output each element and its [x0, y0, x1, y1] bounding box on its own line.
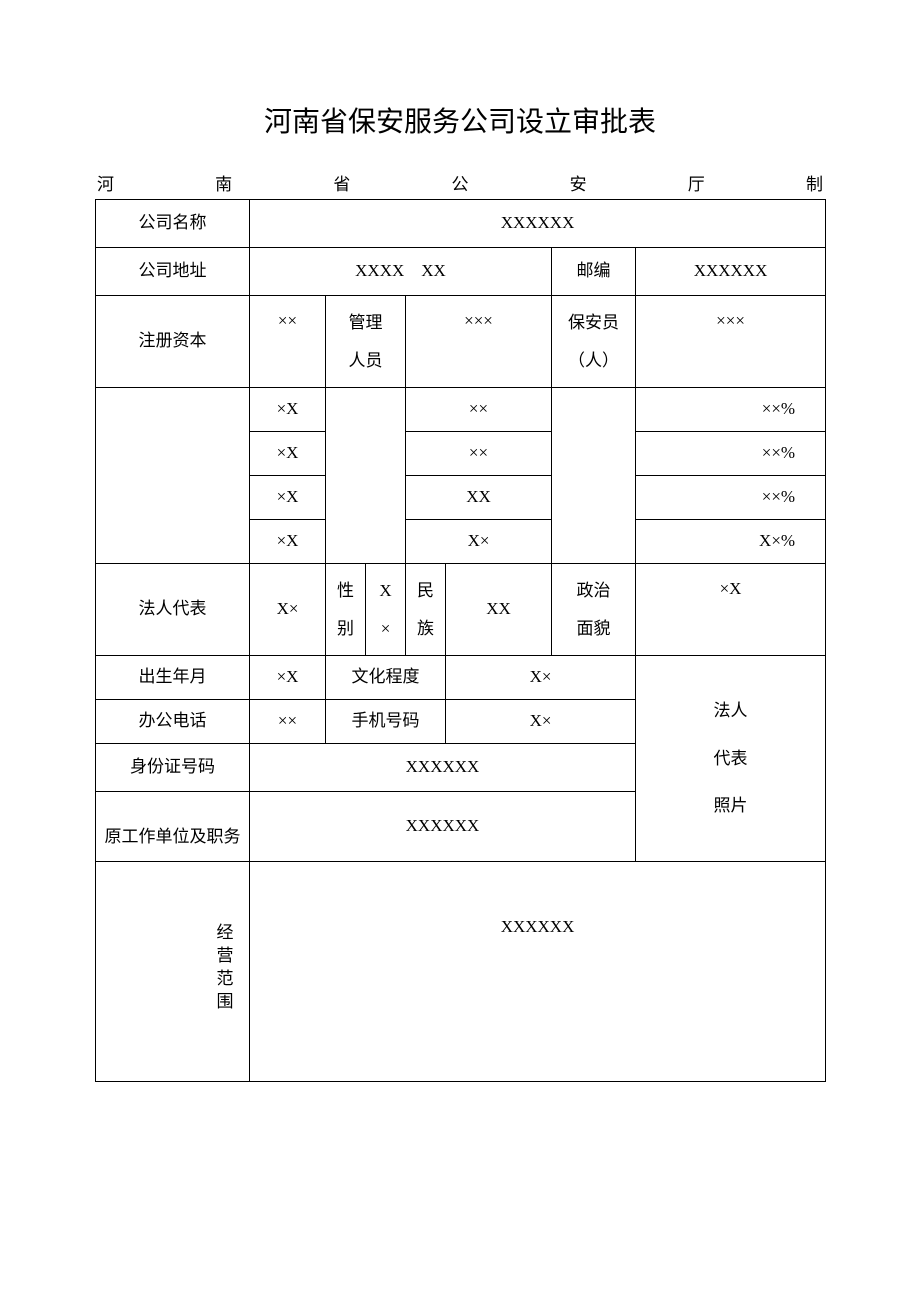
label-detail-blank — [96, 388, 250, 564]
label-legal-rep: 法人代表 — [96, 564, 250, 656]
label-registered-capital: 注册资本 — [96, 296, 250, 388]
detail-c3: ××% — [636, 432, 826, 476]
detail-c3: ××% — [636, 476, 826, 520]
approval-form-table: 公司名称 XXXXXX 公司地址 XXXX XX 邮编 XXXXXX 注册资本 … — [95, 199, 826, 1082]
value-mobile: X× — [446, 700, 636, 744]
label-mobile: 手机号码 — [326, 700, 446, 744]
label-ethnicity: 民族 — [406, 564, 446, 656]
detail-c2: X× — [406, 520, 552, 564]
label-gender: 性别 — [326, 564, 366, 656]
label-political: 政治面貌 — [552, 564, 636, 656]
subtitle-char: 河 — [97, 170, 114, 195]
label-business-scope: 经营范围 — [96, 862, 250, 1082]
value-ethnicity: XX — [446, 564, 552, 656]
form-subtitle: 河 南 省 公 安 厅 制 — [95, 170, 825, 195]
detail-blank1 — [326, 388, 406, 564]
form-title: 河南省保安服务公司设立审批表 — [95, 100, 825, 140]
label-id-number: 身份证号码 — [96, 744, 250, 792]
value-gender: X× — [366, 564, 406, 656]
subtitle-char: 南 — [215, 170, 232, 195]
value-postcode: XXXXXX — [636, 248, 826, 296]
detail-c1: ×X — [250, 476, 326, 520]
value-legal-rep: X× — [250, 564, 326, 656]
label-security-personnel: 保安员（人） — [552, 296, 636, 388]
label-birth: 出生年月 — [96, 656, 250, 700]
value-company-address: XXXX XX — [250, 248, 552, 296]
subtitle-char: 制 — [806, 170, 823, 195]
label-education: 文化程度 — [326, 656, 446, 700]
value-political: ×X — [636, 564, 826, 656]
value-office-phone: ×× — [250, 700, 326, 744]
detail-c2: ×× — [406, 432, 552, 476]
value-business-scope: XXXXXX — [250, 862, 826, 1082]
detail-c1: ×X — [250, 388, 326, 432]
detail-c1: ×X — [250, 520, 326, 564]
label-company-address: 公司地址 — [96, 248, 250, 296]
detail-c2: XX — [406, 476, 552, 520]
value-management: ××× — [406, 296, 552, 388]
value-security-personnel: ××× — [636, 296, 826, 388]
label-prev-work: 原工作单位及职务 — [96, 792, 250, 862]
detail-blank2 — [552, 388, 636, 564]
detail-c1: ×X — [250, 432, 326, 476]
label-company-name: 公司名称 — [96, 200, 250, 248]
value-education: X× — [446, 656, 636, 700]
value-prev-work: XXXXXX — [250, 792, 636, 862]
value-id-number: XXXXXX — [250, 744, 636, 792]
value-registered-capital: ×× — [250, 296, 326, 388]
detail-c2: ×× — [406, 388, 552, 432]
label-office-phone: 办公电话 — [96, 700, 250, 744]
label-management: 管理人员 — [326, 296, 406, 388]
label-photo: 法人代表照片 — [636, 656, 826, 862]
detail-c3: X×% — [636, 520, 826, 564]
detail-c3: ××% — [636, 388, 826, 432]
subtitle-char: 公 — [451, 170, 468, 195]
value-company-name: XXXXXX — [250, 200, 826, 248]
subtitle-char: 省 — [333, 170, 350, 195]
subtitle-char: 厅 — [688, 170, 705, 195]
subtitle-char: 安 — [570, 170, 587, 195]
label-postcode: 邮编 — [552, 248, 636, 296]
value-birth: ×X — [250, 656, 326, 700]
